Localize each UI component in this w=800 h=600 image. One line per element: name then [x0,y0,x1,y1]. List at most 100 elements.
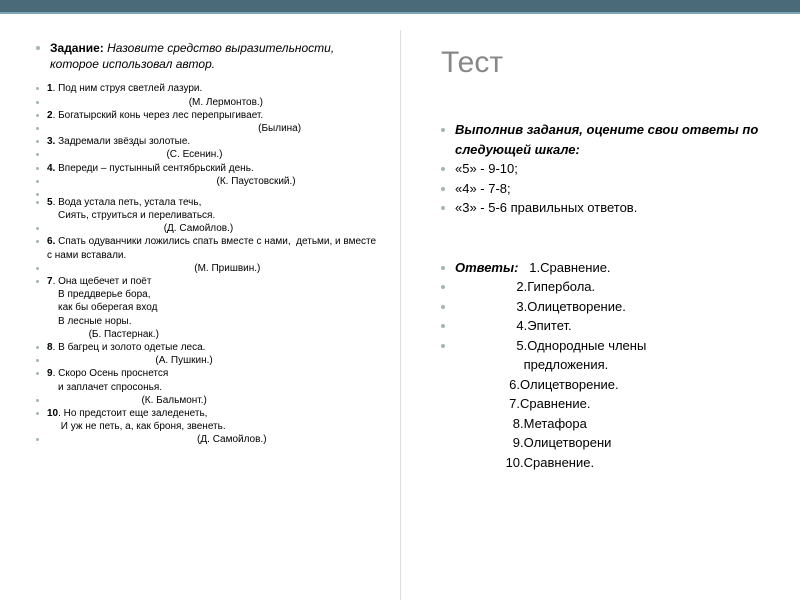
scale-item-text: «5» - 9-10; [455,159,518,179]
bullet-icon [36,127,39,130]
answer-item-text: 4.Эпитет. [455,316,572,336]
bullet-icon [36,280,39,283]
task-line: 1. Под ним струя светлей лазури. [36,82,380,95]
bullet-icon [36,372,39,375]
task-line-text: (С. Есенин.) [47,148,380,161]
task-line-text: (К. Бальмонт.) [47,394,380,407]
bullet-icon [36,180,39,183]
scale-item: «4» - 7-8; [441,179,780,199]
task-line: 10. Но предстоит еще заледенеть, [36,407,380,420]
bullet-icon [36,399,39,402]
task-line-text: 3. Задремали звёзды золотые. [47,135,380,148]
task-line: 8. В багрец и золото одетые леса. [36,341,380,354]
task-line-text: (Д. Самойлов.) [47,433,380,446]
bullet-icon [36,193,39,196]
bullet-icon [441,167,445,171]
bullet-icon [36,227,39,230]
task-line-text: В преддверье бора, [58,288,380,301]
answer-item: 7.Сравнение. [441,394,780,414]
scale-item-text: «3» - 5-6 правильных ответов. [455,198,637,218]
task-line-text: И уж не петь, а, как броня, звенеть. [58,420,380,433]
task-line: (Б. Пастернак.) [36,328,380,341]
task-line: (А. Пушкин.) [36,354,380,367]
bullet-icon [441,266,445,270]
task-line: Сиять, струиться и переливаться. [36,209,380,222]
task-line: (К. Бальмонт.) [36,394,380,407]
task-line-text: (Былина) [47,122,380,135]
bullet-icon [36,167,39,170]
task-label: Задание: [50,41,107,55]
task-line: 7. Она щебечет и поёт [36,275,380,288]
bullet-icon [36,359,39,362]
answer-item-text: 3.Олицетворение. [455,297,626,317]
task-line: (Д. Самойлов.) [36,222,380,235]
answers-first: 1.Сравнение. [518,260,610,275]
bullet-icon [441,305,445,309]
task-line: и заплачет спросонья. [36,381,380,394]
task-line-text: (Б. Пастернак.) [58,328,380,341]
task-line: как бы оберегая вход [36,301,380,314]
task-line-text: (А. Пушкин.) [47,354,380,367]
task-line-text: (К. Паустовский.) [47,175,380,188]
task-line: 5. Вода устала петь, устала течь, [36,196,380,209]
task-items: 1. Под ним струя светлей лазури. (М. Лер… [36,82,380,446]
answer-item: 2.Гипербола. [441,277,780,297]
right-column: Тест Выполнив задания, оцените свои отве… [400,30,800,600]
answer-item: 10.Сравнение. [441,453,780,473]
page-title: Тест [441,46,780,80]
task-line: (С. Есенин.) [36,148,380,161]
bullet-icon [441,187,445,191]
answer-item: 5.Однородные члены [441,336,780,356]
content-area: Задание: Назовите средство выразительнос… [0,30,800,600]
task-line: (К. Паустовский.) [36,175,380,188]
bullet-icon [36,438,39,441]
answers-label: Ответы: [455,260,518,275]
bullet-icon [36,46,40,50]
task-line: (Д. Самойлов.) [36,433,380,446]
bullet-icon [36,101,39,104]
task-line: (Былина) [36,122,380,135]
bullet-icon [36,412,39,415]
task-line: 6. Спать одуванчики ложились спать вмест… [36,235,380,261]
answer-item-text: 10.Сравнение. [455,453,594,473]
answer-item: 9.Олицетворени [441,433,780,453]
answer-item-text: 7.Сравнение. [455,394,590,414]
task-line-text: 8. В багрец и золото одетые леса. [47,341,380,354]
task-line: (М. Лермонтов.) [36,96,380,109]
bullet-icon [441,206,445,210]
task-line-text: 2. Богатырский конь через лес перепрыгив… [47,109,380,122]
answer-item-text: 9.Олицетворени [455,433,611,453]
task-line-text: и заплачет спросонья. [58,381,380,394]
answer-item: предложения. [441,355,780,375]
task-line: В преддверье бора, [36,288,380,301]
bullet-icon [441,324,445,328]
answer-item-text: предложения. [455,355,608,375]
bullet-icon [441,285,445,289]
task-line-text: 6. Спать одуванчики ложились спать вмест… [47,235,380,261]
bullet-icon [36,240,39,243]
top-bar [0,0,800,14]
bullet-icon [36,87,39,90]
answer-item-text: 2.Гипербола. [455,277,595,297]
task-line-text: 10. Но предстоит еще заледенеть, [47,407,380,420]
task-line-text: 5. Вода устала петь, устала течь, [47,196,380,209]
bullet-icon [36,267,39,270]
scale-heading: Выполнив задания, оцените свои ответы по… [441,120,780,159]
task-line-text: Сиять, струиться и переливаться. [58,209,380,222]
task-heading: Задание: Назовите средство выразительнос… [36,40,380,72]
answers-heading: Ответы: 1.Сравнение. [441,258,780,278]
task-line-text: 7. Она щебечет и поёт [47,275,380,288]
task-line-text: 9. Скоро Осень проснется [47,367,380,380]
scale-heading-text: Выполнив задания, оцените свои ответы по… [455,120,780,159]
answer-item-text: 8.Метафора [455,414,587,434]
task-line: В лесные норы. [36,315,380,328]
task-line: 2. Богатырский конь через лес перепрыгив… [36,109,380,122]
task-line-text: (М. Лермонтов.) [47,96,380,109]
scale-item: «3» - 5-6 правильных ответов. [441,198,780,218]
bullet-icon [36,140,39,143]
left-column: Задание: Назовите средство выразительнос… [0,30,400,600]
task-line: 3. Задремали звёзды золотые. [36,135,380,148]
bullet-icon [36,153,39,156]
task-line-text: (Д. Самойлов.) [47,222,380,235]
scale-item-text: «4» - 7-8; [455,179,511,199]
